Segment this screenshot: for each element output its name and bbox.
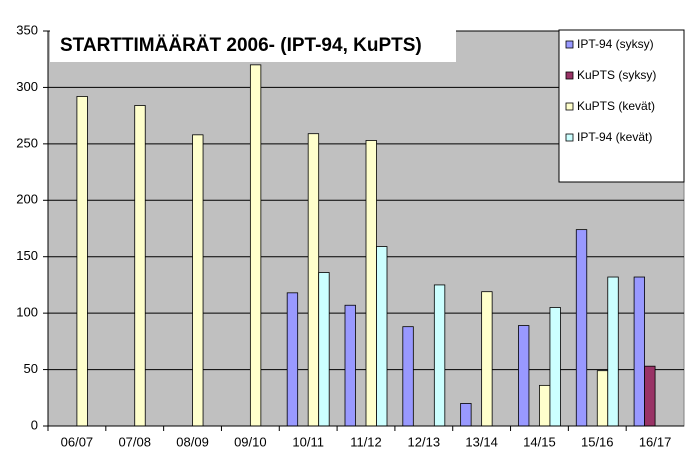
bar [344,304,356,427]
bar [433,284,446,427]
x-tick-label: 16/17 [639,434,672,449]
title-box [50,30,456,62]
legend-swatch [565,40,574,49]
legend-label: KuPTS (kevät) [577,99,655,113]
y-tick-label: 200 [16,192,38,207]
chart-title: STARTTIMÄÄRÄT 2006- (IPT-94, KuPTS) [60,35,422,56]
legend-swatch [565,71,574,80]
legend-label: IPT-94 (kevät) [577,130,652,144]
legend-box [558,29,685,183]
x-tick-label: 09/10 [234,434,267,449]
y-tick-label: 250 [16,135,38,150]
bar [549,307,561,427]
bar [481,291,493,427]
x-tick-label: 08/09 [176,434,209,449]
x-tick-label: 15/16 [581,434,614,449]
bar [633,276,645,427]
bar [318,272,330,427]
bar [192,134,204,427]
x-tick-label: 07/08 [118,434,151,449]
bar [307,133,320,427]
bar [402,326,414,427]
bar [76,96,88,427]
bar [518,325,530,427]
bar [596,370,609,427]
legend-swatch [565,133,574,142]
x-tick-label: 06/07 [61,434,94,449]
bar [134,105,146,427]
bar [575,229,588,427]
bar [376,246,388,427]
bar [607,276,619,427]
legend-label: KuPTS (syksy) [577,68,656,82]
y-tick-label: 50 [24,361,38,376]
y-tick-label: 300 [16,79,38,94]
bar [286,292,299,427]
bar [539,384,551,427]
legend-label: IPT-94 (syksy) [577,37,654,51]
x-tick-label: 12/13 [408,434,441,449]
legend-swatch [565,102,574,111]
bar [460,403,472,427]
bar [644,365,656,427]
x-tick-label: 14/15 [523,434,556,449]
y-tick-label: 100 [16,305,38,320]
x-tick-label: 13/14 [465,434,498,449]
bar [365,140,377,427]
x-tick-label: 11/12 [350,434,382,449]
x-tick-label: 10/11 [292,434,324,449]
y-tick-label: 350 [16,22,38,37]
y-tick-label: 150 [16,248,38,263]
y-tick-label: 0 [31,417,38,432]
bar [249,64,262,427]
